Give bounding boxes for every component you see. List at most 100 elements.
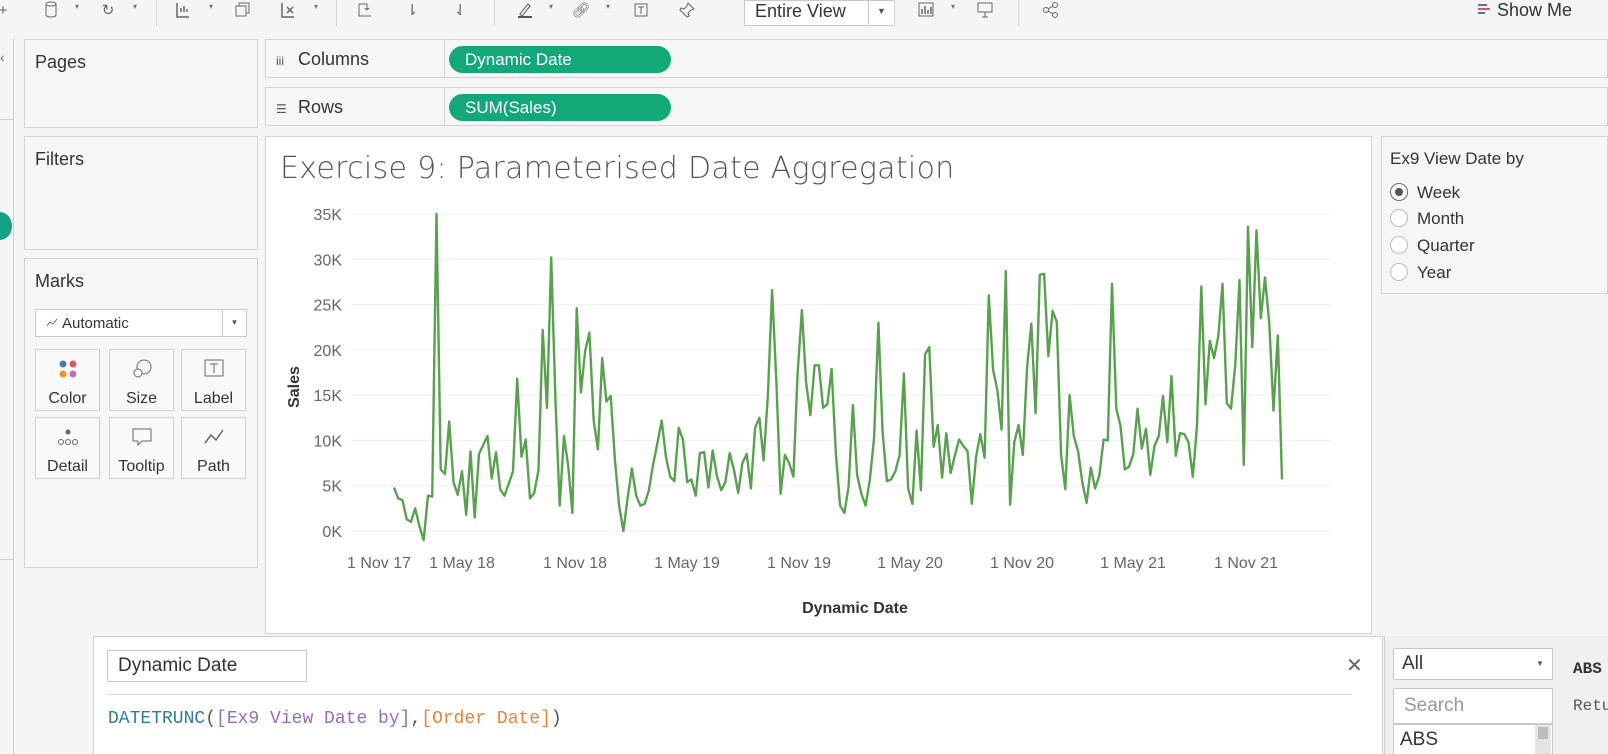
new-sheet-caret-icon[interactable]: ▾ <box>209 2 214 11</box>
highlight-caret-icon[interactable]: ▾ <box>549 2 554 11</box>
radio-icon[interactable] <box>1390 209 1408 227</box>
option-week[interactable]: Week <box>1390 183 1460 205</box>
option-year[interactable]: Year <box>1390 263 1451 285</box>
worksheet-view: Exercise 9: Parameterised Date Aggregati… <box>265 136 1372 634</box>
series-line <box>392 212 1284 542</box>
highlight-icon[interactable] <box>514 0 536 20</box>
rows-shelf[interactable]: ☰ Rows SUM(Sales) <box>265 87 1608 126</box>
y-tick-label: 30K <box>314 252 343 269</box>
close-icon[interactable]: ✕ <box>1346 655 1363 677</box>
size-button[interactable]: Size <box>109 349 174 411</box>
y-tick-label: 25K <box>314 298 343 315</box>
scrollbar[interactable] <box>1535 725 1551 754</box>
columns-pill[interactable]: Dynamic Date <box>449 46 671 73</box>
sort-desc-icon[interactable]: ⇃ <box>453 2 467 19</box>
duplicate-sheet-icon[interactable] <box>231 0 253 20</box>
function-panel: All ▼ Search ABS ABS Retu absol <box>1384 636 1608 754</box>
radio-icon[interactable] <box>1390 263 1408 281</box>
add-icon[interactable]: + <box>0 1 8 19</box>
fit-dropdown-label: Entire View <box>755 1 846 21</box>
rows-icon: ☰ <box>276 102 287 116</box>
label-icon[interactable] <box>630 0 652 20</box>
tooltip-label: Tooltip <box>118 458 165 475</box>
pages-shelf[interactable]: Pages <box>24 39 258 128</box>
y-axis-label: Sales <box>286 366 303 408</box>
columns-shelf[interactable]: iii Columns Dynamic Date <box>265 39 1608 78</box>
sort-asc-icon[interactable]: ⇂ <box>405 2 419 19</box>
group-icon[interactable]: 🔗︎ <box>571 2 591 19</box>
label-icon <box>182 358 245 380</box>
datasource-caret-icon[interactable]: ▾ <box>75 2 80 11</box>
formula-editor[interactable]: DATETRUNC([Ex9 View Date by],[Order Date… <box>108 709 562 729</box>
formula-function: DATETRUNC <box>108 709 206 729</box>
bar-chart-caret-icon[interactable]: ▾ <box>951 2 956 11</box>
x-tick-label: 1 Nov 17 <box>347 555 411 572</box>
calculation-name-input[interactable]: Dynamic Date <box>107 650 307 682</box>
mark-type-dropdown[interactable]: Automatic ▼ <box>35 309 247 337</box>
y-tick-label: 35K <box>314 207 343 224</box>
radio-icon[interactable] <box>1390 236 1408 254</box>
mark-type-label: Automatic <box>62 315 129 332</box>
label-button[interactable]: Label <box>181 349 246 411</box>
toolbar-separator <box>336 0 337 26</box>
x-tick-label: 1 May 21 <box>1100 555 1166 572</box>
option-quarter[interactable]: Quarter <box>1390 236 1475 258</box>
refresh-icon[interactable]: ↻ <box>101 2 115 19</box>
chevron-down-icon[interactable]: ▼ <box>1536 659 1544 668</box>
chart-title: Exercise 9: Parameterised Date Aggregati… <box>280 151 955 186</box>
detail-icon <box>36 426 99 448</box>
function-list-item[interactable]: ABS <box>1400 729 1439 750</box>
x-tick-label: 1 May 18 <box>429 555 495 572</box>
x-tick-label: 1 Nov 18 <box>543 555 607 572</box>
parameter-control: Ex9 View Date by Week Month Quarter Year <box>1381 136 1608 294</box>
function-search-input[interactable]: Search <box>1393 688 1553 724</box>
detail-button[interactable]: Detail <box>35 417 100 479</box>
detail-label: Detail <box>47 458 88 475</box>
function-category-dropdown[interactable]: All ▼ <box>1393 648 1553 680</box>
rows-pill[interactable]: SUM(Sales) <box>449 94 671 121</box>
refresh-caret-icon[interactable]: ▾ <box>133 2 138 11</box>
function-list[interactable]: ABS <box>1393 724 1553 754</box>
clear-sheet-caret-icon[interactable]: ▾ <box>314 2 319 11</box>
filters-shelf[interactable]: Filters <box>24 136 258 250</box>
bar-chart-icon[interactable] <box>915 0 937 20</box>
share-icon[interactable] <box>1040 0 1062 20</box>
clear-sheet-icon[interactable] <box>278 0 300 20</box>
fit-dropdown[interactable]: Entire View ▼ <box>744 0 895 26</box>
collapse-icon[interactable]: ‹ <box>0 49 5 65</box>
y-tick-label: 20K <box>314 343 343 360</box>
y-tick-label: 10K <box>314 433 343 450</box>
path-icon <box>182 426 245 448</box>
function-description: Retu absol <box>1573 697 1608 715</box>
show-me-button[interactable]: Show Me <box>1478 0 1572 21</box>
field-indicator[interactable] <box>0 212 12 240</box>
x-tick-label: 1 May 19 <box>654 555 720 572</box>
y-tick-label: 5K <box>322 479 342 496</box>
label-label: Label <box>193 390 234 407</box>
option-label: Week <box>1417 183 1461 202</box>
radio-selected-icon[interactable] <box>1390 183 1408 201</box>
chevron-down-icon[interactable]: ▼ <box>868 1 894 25</box>
x-axis-label: Dynamic Date <box>802 600 908 617</box>
tooltip-button[interactable]: Tooltip <box>109 417 174 479</box>
show-me-label: Show Me <box>1497 0 1573 20</box>
pin-icon[interactable] <box>676 0 698 20</box>
divider <box>107 694 1352 695</box>
presentation-icon[interactable] <box>974 0 996 20</box>
option-month[interactable]: Month <box>1390 209 1464 231</box>
data-pane-collapsed: ‹ <box>0 39 14 754</box>
toolbar-separator <box>894 0 895 26</box>
divider <box>0 559 14 560</box>
swap-icon[interactable] <box>354 0 376 20</box>
toolbar-separator <box>1018 0 1019 26</box>
group-caret-icon[interactable]: ▾ <box>606 2 611 11</box>
datasource-icon[interactable] <box>40 0 62 20</box>
marks-title: Marks <box>35 271 84 291</box>
color-icon <box>36 358 99 380</box>
pages-title: Pages <box>35 52 87 72</box>
color-button[interactable]: Color <box>35 349 100 411</box>
chevron-down-icon[interactable]: ▼ <box>222 310 246 336</box>
new-sheet-icon[interactable] <box>173 0 195 20</box>
path-label: Path <box>197 458 230 475</box>
path-button[interactable]: Path <box>181 417 246 479</box>
